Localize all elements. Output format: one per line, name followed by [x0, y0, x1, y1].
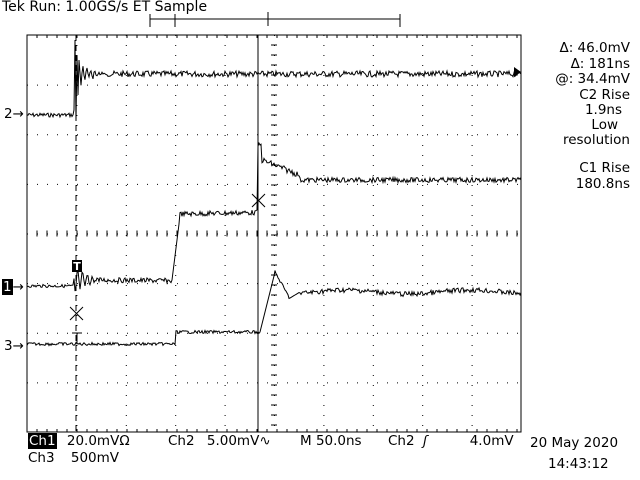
ch1-marker: 1→ — [2, 279, 24, 295]
ch1-label: Ch1 — [28, 433, 57, 449]
waveform-ch1 — [26, 141, 522, 292]
c2-note-line1: Low — [591, 117, 618, 133]
c2-rise-value: 1.9ns — [584, 102, 622, 118]
c2-rise-label: C2 Rise — [579, 87, 630, 103]
trigger-level-arrow — [514, 67, 521, 77]
svg-text:T: T — [73, 260, 81, 273]
trigger-marker-icons: T — [72, 260, 82, 343]
waveform-ch3 — [26, 270, 522, 347]
date-display: 20 May 2020 — [530, 435, 619, 451]
delta-voltage-readout: Δ: 46.0mV — [559, 40, 630, 56]
ch2-scale: 5.00mV∿ — [206, 433, 271, 449]
cursor-x-markers — [69, 193, 266, 321]
time-display: 14:43:12 — [548, 456, 609, 472]
ch3-label: Ch3 — [28, 450, 55, 466]
ch1-settings: Ch1 20.0mVΩ — [28, 433, 130, 449]
acquisition-status: Tek Run: 1.00GS/s ET Sample — [2, 0, 208, 15]
trigger-level: 4.0mV — [469, 433, 514, 449]
waveform-ch2 — [26, 39, 522, 121]
ch2-settings: Ch2 5.00mV∿ — [168, 433, 271, 449]
c2-note-line2: resolution — [562, 132, 630, 148]
delta-time-readout: Δ: 181ns — [570, 56, 630, 72]
timebase-setting: M 50.0ns — [300, 433, 362, 449]
ch3-marker: 3→ — [4, 338, 24, 354]
trigger-settings: Ch2 ʃ 4.0mV — [388, 433, 514, 449]
at-voltage-readout: @: 34.4mV — [555, 71, 630, 87]
ch2-label: Ch2 — [168, 433, 195, 449]
ch3-settings: Ch3 500mV — [28, 450, 120, 466]
graticule-grid — [26, 34, 518, 432]
record-bracket — [149, 12, 401, 27]
ch3-scale: 500mV — [70, 450, 120, 466]
trigger-source: Ch2 — [388, 433, 415, 449]
c1-rise-value: 180.8ns — [575, 176, 630, 192]
ch1-scale: 20.0mVΩ — [66, 433, 130, 449]
ch2-marker: 2→ — [4, 106, 24, 122]
c1-rise-label: C1 Rise — [579, 160, 630, 176]
trigger-slope-icon: ʃ — [422, 433, 428, 449]
